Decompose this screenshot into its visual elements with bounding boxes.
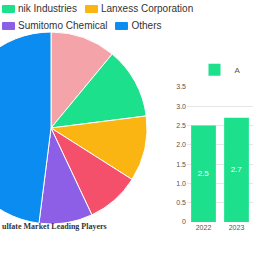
svg-text:2023: 2023	[229, 224, 245, 231]
svg-text:3.0: 3.0	[176, 103, 186, 110]
svg-text:2.5: 2.5	[198, 169, 210, 178]
svg-text:2.0: 2.0	[176, 141, 186, 148]
svg-text:2.5: 2.5	[176, 122, 186, 129]
svg-text:0: 0	[182, 218, 186, 225]
svg-text:A: A	[235, 66, 241, 75]
svg-text:1.0: 1.0	[176, 180, 186, 187]
svg-text:1.5: 1.5	[176, 161, 186, 168]
svg-text:2022: 2022	[196, 224, 212, 231]
html-text:Others: Others	[131, 20, 162, 31]
svg-text:2.7: 2.7	[231, 165, 243, 174]
svg-text:0.5: 0.5	[176, 199, 186, 206]
html-text:nik Industries: nik Industries	[18, 3, 77, 14]
html-text:Sumitomo Chemical: Sumitomo Chemical	[18, 20, 108, 31]
svg-text:3.5: 3.5	[176, 83, 186, 90]
html-text:ulfate Market Leading Players: ulfate Market Leading Players	[2, 222, 107, 231]
html-text:Lanxess Corporation: Lanxess Corporation	[100, 3, 194, 14]
